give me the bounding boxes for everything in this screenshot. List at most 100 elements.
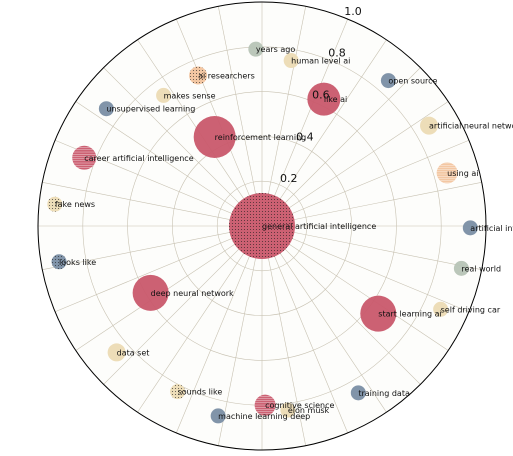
term-label-deep-neural-network: deep neural network (151, 289, 234, 298)
bubble-makes-sense (156, 87, 172, 103)
angular-gridline (261, 225, 387, 413)
bubble-cognitive-science (254, 394, 276, 416)
angular-gridline (261, 39, 387, 227)
bubble-reinforcement-learning-fill (193, 115, 236, 158)
term-label-real-world: real world (461, 264, 501, 273)
angular-gridline (261, 182, 482, 227)
bubble-open-source-fill (380, 73, 396, 89)
plot-frame (37, 1, 487, 451)
term-label-career-artificial-intelligence: career artificial intelligence (84, 154, 193, 163)
bubble-deep-neural-network (132, 274, 169, 311)
bubble-general-artificial-intelligence-dot-texture (229, 193, 295, 259)
angular-gridline (261, 18, 348, 227)
angular-gridline (261, 225, 306, 446)
bubble-training-data-fill (350, 385, 366, 401)
bubble-elon-musk (280, 402, 296, 418)
bubble-reinforcement-learning (193, 115, 236, 158)
term-label-layer: general artificial intelligence years ago… (55, 45, 513, 421)
bubble-using-ai (436, 162, 458, 184)
term-label-cognitive-science: cognitive science (265, 401, 334, 410)
term-label-artificial-neural-network: artificial neural network (429, 122, 513, 131)
bubble-unsupervised-learning-fill (98, 101, 114, 117)
bubble-training-data (350, 385, 366, 401)
bubble-cognitive-science-line-texture (254, 394, 276, 416)
term-label-self-driving-car: self driving car (441, 305, 501, 314)
bubble-real-world (453, 260, 469, 276)
angular-gridline (261, 225, 449, 351)
bubble-fake-news (47, 196, 63, 212)
angular-gridline (218, 6, 263, 227)
radial-tick-labels: 0.2 0.4 0.6 0.8 1.0 (280, 5, 362, 185)
bubble-self-driving-car-fill (433, 301, 449, 317)
bubble-self-driving-car (433, 301, 449, 317)
bubble-years-ago (248, 41, 264, 57)
bubble-layer (47, 41, 478, 424)
radial-tick-label: 0.8 (328, 47, 346, 60)
term-label-data-set: data set (117, 348, 150, 357)
bubble-like-ai (307, 82, 341, 116)
bubble-sounds-like-dot-texture (170, 384, 186, 400)
bubble-sounds-like (170, 384, 186, 400)
bubble-elon-musk-fill (280, 402, 296, 418)
bubble-start-learning-ai (360, 295, 397, 332)
bubble-general-artificial-intelligence (229, 193, 295, 259)
radial-gridline (127, 91, 397, 361)
bubble-ai-researchers (189, 66, 208, 85)
angular-gridline (103, 225, 263, 385)
term-label-makes-sense: makes sense (164, 91, 216, 100)
bubble-machine-learning-deep (210, 408, 226, 424)
radial-gridline (172, 136, 352, 316)
angular-gridline (261, 225, 482, 270)
angular-gridline (261, 67, 421, 227)
term-label-unsupervised-learning: unsupervised learning (106, 105, 195, 114)
term-label-human-level-ai: human level ai (291, 57, 350, 66)
angular-gridline (261, 101, 449, 227)
term-label-years-ago: years ago (256, 45, 296, 54)
bubble-years-ago-fill (248, 41, 264, 57)
radial-tick-label: 0.4 (296, 130, 314, 143)
angular-gridline (103, 67, 263, 227)
radial-gridline (216, 180, 308, 272)
term-label-elon-musk: elon musk (288, 406, 330, 415)
angular-gridline (218, 225, 263, 446)
angular-gridline (261, 225, 348, 434)
term-label-sounds-like: sounds like (178, 388, 223, 397)
bubble-like-ai-fill (307, 82, 341, 116)
bubble-human-level-ai (283, 53, 299, 69)
term-label-general-artificial-intelligence: general artificial intelligence (262, 222, 376, 231)
bubble-makes-sense-fill (156, 87, 172, 103)
angular-gridline (176, 225, 263, 434)
bubble-start-learning-ai-fill (360, 295, 397, 332)
bubble-human-level-ai-fill (283, 53, 299, 69)
angular-gridline (42, 182, 263, 227)
term-label-ai-researchers: ai researchers (198, 71, 255, 80)
term-label-machine-learning-deep: machine learning deep (218, 412, 310, 421)
bubble-unsupervised-learning (98, 101, 114, 117)
term-label-using-ai: using ai (447, 169, 478, 178)
term-label-open-source: open source (388, 77, 437, 86)
angular-gridline (137, 225, 263, 413)
bubble-using-ai-line-texture (436, 162, 458, 184)
angular-gridline (261, 140, 470, 227)
bubble-deep-neural-network-fill (132, 274, 169, 311)
term-label-reinforcement-learning: reinforcement learning (215, 133, 307, 142)
bubble-artificial-intelligence-ai (462, 220, 478, 236)
term-label-training-data: training data (358, 389, 410, 398)
term-label-fake-news: fake news (55, 200, 95, 209)
bubble-ai-researchers-dot-texture (189, 66, 208, 85)
bubble-fake-news-dot-texture (47, 196, 63, 212)
bubble-machine-learning-deep-fill (210, 408, 226, 424)
bubble-artificial-neural-network (420, 116, 439, 135)
bubble-open-source (380, 73, 396, 89)
bubble-career-artificial-intelligence-line-texture (72, 145, 97, 170)
radial-tick-label: 0.2 (280, 172, 298, 185)
bubble-real-world-fill (453, 260, 469, 276)
radial-tick-label: 1.0 (344, 5, 362, 18)
bubble-data-set (107, 343, 126, 362)
angular-gridline (75, 101, 263, 227)
term-label-like-ai: like ai (324, 95, 347, 104)
angular-gridline (42, 225, 263, 270)
bubble-looks-like (51, 254, 67, 270)
